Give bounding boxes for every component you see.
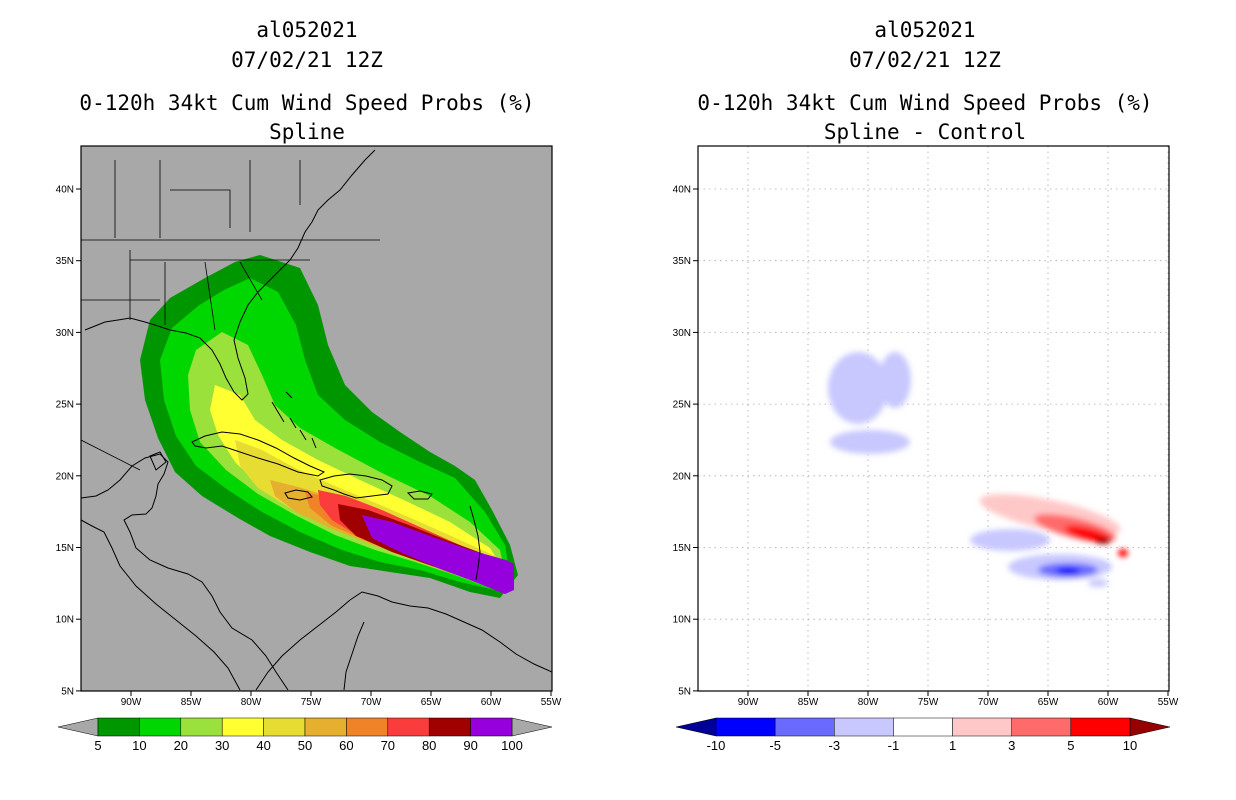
lat-label: 25N [56,400,74,411]
colorbar-label: 20 [174,738,188,753]
lon-label: 60W [1098,697,1119,708]
right-title: 0-120h 34kt Cum Wind Speed Probs (%) [697,91,1153,115]
colorbar-swatch [221,717,264,737]
lon-label: 85W [181,697,202,708]
colorbar-swatch [387,717,430,737]
colorbar-label: -5 [769,738,781,753]
lon-label: 60W [481,697,502,708]
right-axes: 40N 35N 30N 25N 20N 15N 10N 5N 90W 85W 80W 75W 70W 65… [673,185,1179,709]
lon-label: 70W [978,697,999,708]
lat-label: 5N [678,686,691,697]
left-datetime: 07/02/21 12Z [231,48,383,72]
right-subtitle: Spline - Control [823,120,1027,144]
lat-label: 40N [673,185,691,196]
lat-label: 20N [673,471,691,482]
colorbar-label: 40 [256,738,270,753]
diff-blob-cuba [830,430,910,454]
colorbar-label: 10 [1123,738,1137,753]
right-map-background [698,146,1169,691]
diff-blob-florida [828,352,888,424]
colorbar-swatch [470,717,513,737]
lon-label: 75W [918,697,939,708]
lon-label: 70W [361,697,382,708]
lon-label: 65W [421,697,442,708]
colorbar-label: 5 [94,738,101,753]
left-storm-id: al052021 [256,18,358,42]
lon-label: 80W [858,697,879,708]
prob-band-90 [362,515,514,594]
right-difference-field [828,352,1128,587]
colorbar-swatch [893,717,953,737]
right-colorbar: -10 -5 -3 -1 1 3 5 10 [675,717,1171,753]
lon-label: 90W [738,697,759,708]
colorbar-low-arrow [57,717,99,737]
colorbar-label: 1 [949,738,956,753]
colorbar-swatch [97,717,140,737]
lat-label: 5N [61,686,74,697]
diff-blob-caribbean-neg-core [1056,567,1080,575]
diff-blob-pos-tip [1118,549,1128,557]
colorbar-swatch [774,717,835,737]
lat-label: 35N [56,256,74,267]
colorbar-swatch [715,717,776,737]
colorbar-swatch [952,717,1012,737]
colorbar-swatch [1011,717,1072,737]
lat-label: 25N [673,400,691,411]
colorbar-label: -1 [888,738,900,753]
colorbar-label: 100 [501,738,523,753]
diff-blob-florida-east [879,352,911,408]
colorbar-label: 30 [215,738,229,753]
colorbar-swatch [1070,717,1131,737]
colorbar-high-arrow [511,717,553,737]
colorbar-label: 3 [1008,738,1015,753]
colorbar-label: 90 [463,738,477,753]
diff-blob-small-neg [1088,579,1108,587]
diff-blob-pos-peak [1095,538,1111,544]
left-colorbar: 5 10 20 30 40 50 60 70 80 90 100 [57,717,553,753]
colorbar-swatch [834,717,894,737]
lat-label: 15N [673,543,691,554]
lat-label: 30N [56,328,74,339]
colorbar-label: -10 [707,738,726,753]
lat-label: 20N [56,471,74,482]
lon-label: 55W [1158,697,1179,708]
colorbar-label: 10 [132,738,146,753]
colorbar-label: 70 [381,738,395,753]
diff-blob-hispaniola-south [970,529,1050,551]
colorbar-swatch [428,717,471,737]
lat-label: 15N [56,543,74,554]
colorbar-swatch [346,717,389,737]
lon-label: 75W [301,697,322,708]
lat-label: 40N [56,185,74,196]
right-map-frame [697,145,1170,692]
lat-label: 35N [673,256,691,267]
left-title: 0-120h 34kt Cum Wind Speed Probs (%) [79,91,535,115]
lat-label: 10N [56,615,74,626]
right-datetime: 07/02/21 12Z [849,48,1001,72]
left-axes: 40N 35N 30N 25N 20N 15N 10N 5N 90W 85W 80W 75W 70W 65… [56,185,562,709]
left-subtitle: Spline [269,120,345,144]
lon-label: 65W [1038,697,1059,708]
colorbar-label: 50 [298,738,312,753]
colorbar-swatch [180,717,223,737]
lon-label: 90W [121,697,142,708]
lat-label: 30N [673,328,691,339]
colorbar-swatch [263,717,306,737]
colorbar-label: 80 [422,738,436,753]
lat-label: 10N [673,615,691,626]
colorbar-swatch [304,717,347,737]
colorbar-low-arrow [675,717,717,737]
colorbar-label: -3 [829,738,841,753]
colorbar-high-arrow [1129,717,1171,737]
lon-label: 55W [541,697,562,708]
left-map-frame [80,145,553,692]
colorbar-label: 5 [1067,738,1074,753]
colorbar-swatch [139,717,182,737]
lon-label: 80W [241,697,262,708]
colorbar-label: 60 [339,738,353,753]
diff-blob-pos-core [1064,525,1112,543]
right-storm-id: al052021 [874,18,976,42]
lon-label: 85W [798,697,819,708]
